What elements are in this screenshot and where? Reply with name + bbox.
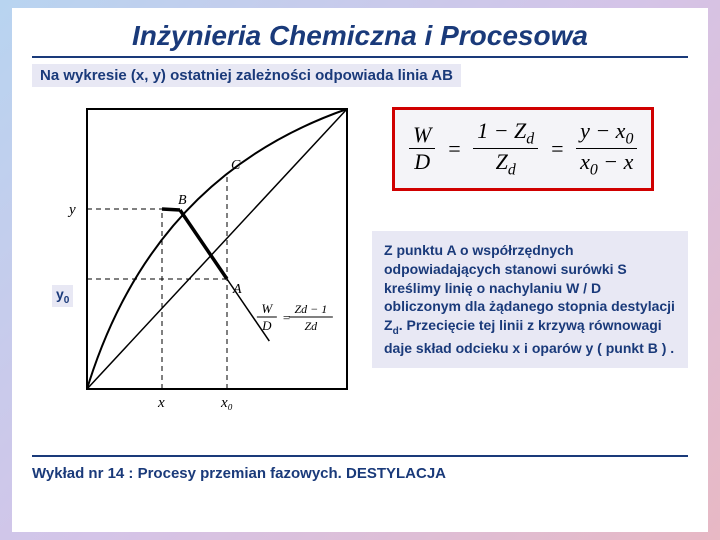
description-text: Z punktu A o współrzędnych odpowiadający… [372, 231, 688, 368]
page-title: Inżynieria Chemiczna i Procesowa [32, 20, 688, 52]
chart: y0 A B Cy x x₀ WD = Zd − 1 Zd [32, 97, 352, 437]
content-row: y0 A B Cy x x₀ WD = Zd − 1 Zd W D = 1 − Zd Zd = … [32, 97, 688, 437]
svg-text:Zd − 1: Zd − 1 [294, 302, 327, 316]
subtitle: Na wykresie (x, y) ostatniej zależności … [32, 64, 461, 87]
svg-text:B: B [178, 193, 187, 208]
xy-diagram: A B Cy x x₀ WD = Zd − 1 Zd [32, 97, 372, 427]
svg-text:Zd: Zd [305, 319, 319, 333]
svg-text:C: C [231, 158, 241, 173]
svg-text:W: W [261, 301, 273, 316]
svg-text:A: A [232, 282, 242, 297]
top-divider [32, 56, 688, 58]
footer-text: Wykład nr 14 : Procesy przemian fazowych… [32, 465, 688, 482]
svg-text:x₀: x₀ [220, 395, 233, 411]
svg-text:D: D [261, 318, 272, 333]
svg-text:x: x [157, 395, 165, 411]
y0-label: y0 [52, 285, 73, 307]
bottom-divider [32, 455, 688, 457]
svg-text:y: y [67, 202, 76, 218]
svg-text:=: = [283, 310, 290, 325]
equation-box: W D = 1 − Zd Zd = y − x0 x0 − x [392, 107, 654, 191]
right-column: W D = 1 − Zd Zd = y − x0 x0 − x Z punktu… [372, 97, 688, 437]
